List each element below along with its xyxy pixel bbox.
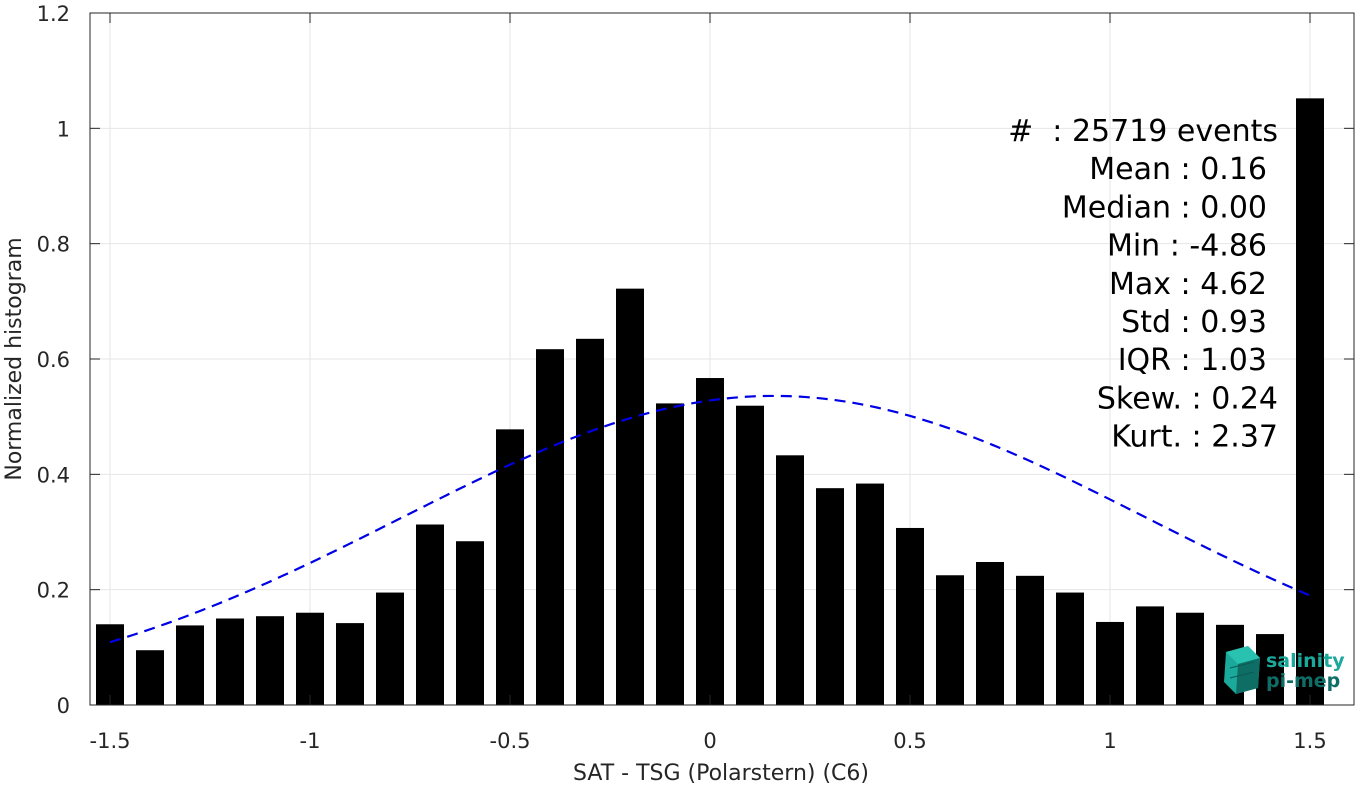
bar-8 <box>416 524 444 705</box>
bars <box>96 98 1324 705</box>
x-axis-label: SAT - TSG (Polarstern) (C6) <box>573 761 869 785</box>
stats-line-0: # : 25719 events <box>1008 114 1278 149</box>
x-tick-label-1: -1 <box>300 729 321 753</box>
logo-text-salinity: salinity <box>1266 650 1345 672</box>
x-tick-label-0: -1.5 <box>90 729 131 753</box>
bar-9 <box>456 541 484 705</box>
axes <box>89 12 1355 706</box>
bar-22 <box>976 561 1004 705</box>
y-tick-label-0: 0 <box>57 694 70 718</box>
stats-line-8: Kurt. : 2.37 <box>1111 420 1278 455</box>
y-tick-label-2: 0.4 <box>37 463 70 487</box>
bar-3 <box>216 618 244 705</box>
bar-21 <box>936 575 964 705</box>
x-tick-label-3: 0 <box>703 729 716 753</box>
y-tick-label-1: 0.2 <box>37 579 70 603</box>
bar-15 <box>696 378 724 705</box>
bar-5 <box>296 612 324 705</box>
bar-18 <box>816 488 844 705</box>
bar-4 <box>256 616 284 705</box>
bar-7 <box>376 592 404 705</box>
bar-2 <box>176 625 204 705</box>
bar-30 <box>1296 98 1324 705</box>
bar-26 <box>1136 606 1164 705</box>
stats-line-7: Skew. : 0.24 <box>1097 381 1278 416</box>
bar-0 <box>96 624 124 705</box>
x-tick-label-5: 1 <box>1103 729 1116 753</box>
logo-cube-icon <box>1224 646 1260 694</box>
bar-6 <box>336 623 364 705</box>
y-tick-label-4: 0.8 <box>37 233 70 257</box>
bar-10 <box>496 429 524 705</box>
bar-17 <box>776 455 804 705</box>
bar-11 <box>536 349 564 705</box>
stats-line-3: Min : -4.86 <box>1107 229 1267 264</box>
bar-29 <box>1256 634 1284 705</box>
stats-line-5: Std : 0.93 <box>1121 305 1267 340</box>
y-tick-label-5: 1 <box>57 117 70 141</box>
stats-line-4: Max : 4.62 <box>1109 267 1267 302</box>
bar-1 <box>136 650 164 705</box>
bar-24 <box>1056 592 1084 705</box>
bar-20 <box>896 527 924 705</box>
bar-25 <box>1096 621 1124 705</box>
bar-12 <box>576 338 604 705</box>
y-axis-label: Normalized histogram <box>2 237 27 480</box>
x-tick-label-6: 1.5 <box>1293 729 1326 753</box>
bar-23 <box>1016 575 1044 705</box>
salinity-pi-mep-logo: salinity pi-mep <box>1224 646 1345 694</box>
y-tick-label-3: 0.6 <box>37 348 70 372</box>
tick-labels: -1.5 -1 -0.5 0 0.5 1 1.5 0 0.2 0.4 0.6 0.8 1 1.2 <box>37 2 1327 753</box>
bar-13 <box>616 288 644 705</box>
x-tick-label-2: -0.5 <box>490 729 531 753</box>
y-tick-label-6: 1.2 <box>37 2 70 26</box>
bar-16 <box>736 405 764 705</box>
stats-line-6: IQR : 1.03 <box>1118 343 1267 378</box>
bar-27 <box>1176 612 1204 705</box>
x-tick-label-4: 0.5 <box>893 729 926 753</box>
gaussian-fit-curve <box>109 394 1311 644</box>
bar-14 <box>656 403 684 705</box>
bar-19 <box>856 483 884 705</box>
logo-text-pi-mep: pi-mep <box>1266 670 1340 692</box>
stats-line-1: Mean : 0.16 <box>1089 152 1267 187</box>
stats-line-2: Median : 0.00 <box>1062 190 1267 225</box>
